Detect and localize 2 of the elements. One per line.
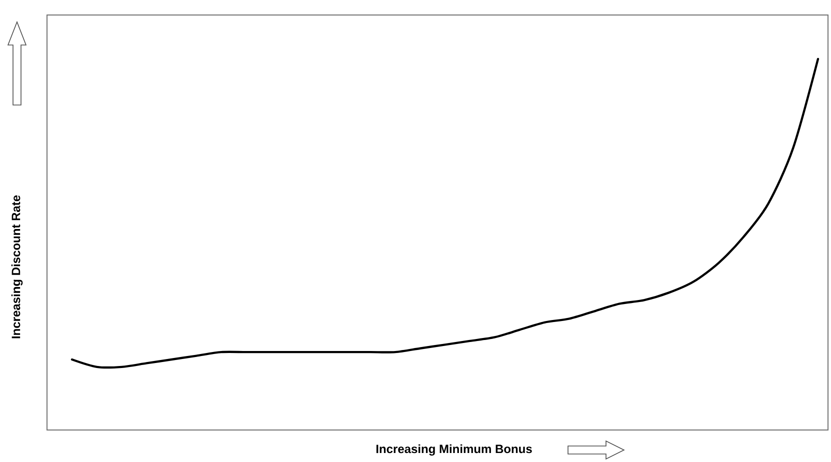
y-axis-title: Increasing Discount Rate	[11, 195, 23, 338]
x-axis-title: Increasing Minimum Bonus	[376, 444, 532, 456]
